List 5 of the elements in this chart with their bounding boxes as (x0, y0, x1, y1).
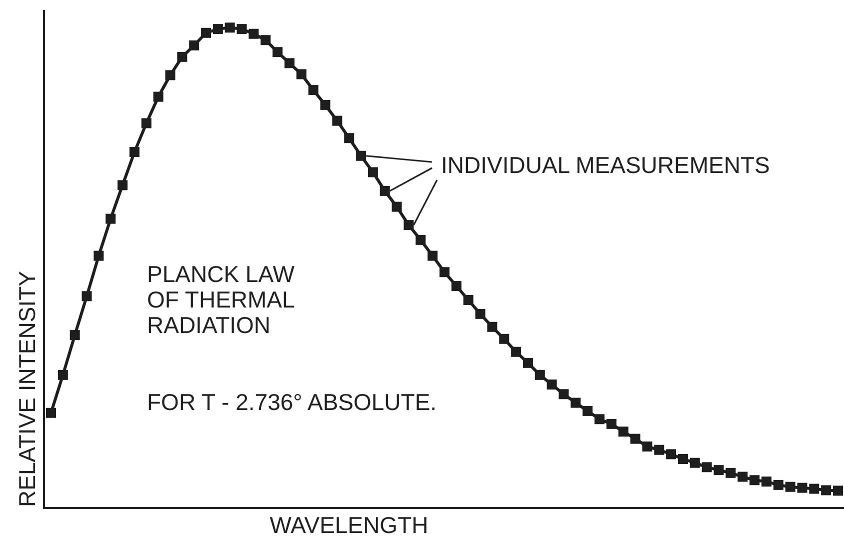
annotation: FOR T - 2.736° ABSOLUTE. (147, 389, 437, 415)
annotation: PLANCK LAW OF THERMAL RADIATION (147, 261, 296, 338)
annotation: INDIVIDUAL MEASUREMENTS (441, 152, 770, 178)
x-axis-title: WAVELENGTH (270, 512, 428, 538)
y-axis-title: RELATIVE INTENSITY (14, 270, 40, 507)
